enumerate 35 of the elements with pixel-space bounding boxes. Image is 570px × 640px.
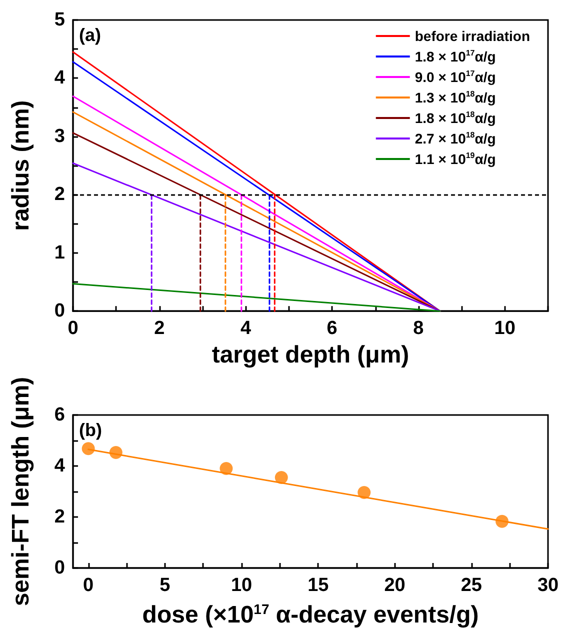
y-tick-label: 0 [54, 558, 65, 578]
annotation: (b) [79, 420, 102, 440]
y-axis-title: radius (nm) [8, 100, 34, 231]
point [82, 442, 95, 456]
x-tick-label: 15 [308, 575, 330, 596]
x-tick-label: 25 [460, 575, 482, 596]
point [220, 462, 233, 476]
annotation: (a) [79, 25, 102, 45]
y-tick-label: 4 [54, 68, 66, 89]
x-tick-label: 10 [494, 318, 516, 340]
x-tick-label: 0 [83, 575, 94, 596]
x-axis-title: target depth (μm) [212, 342, 410, 368]
y-tick-label: 2 [54, 506, 65, 528]
x-tick-label: 8 [413, 318, 424, 340]
point [496, 514, 509, 528]
x-tick-label: 10 [230, 575, 252, 596]
point [358, 486, 371, 500]
y-tick-label: 6 [54, 404, 65, 426]
x-tick-label: 6 [326, 318, 338, 340]
x-tick-label: 4 [240, 318, 252, 340]
y-tick-label: 2 [54, 184, 65, 206]
x-tick-label: 0 [68, 318, 78, 340]
y-axis-title: semi-FT length (μm) [8, 376, 34, 606]
x-tick-label: 30 [537, 575, 559, 596]
x-tick-label: 5 [160, 575, 171, 596]
x-tick-label: 2 [154, 318, 165, 340]
point [109, 446, 122, 459]
y-tick-label: 4 [54, 456, 66, 476]
y-tick-label: 5 [54, 10, 66, 30]
legend-label: before irradiation [414, 28, 530, 44]
x-tick-label: 20 [384, 575, 406, 596]
y-tick-label: 1 [54, 242, 66, 264]
y-tick-label: 0 [54, 300, 65, 322]
y-tick-label: 3 [54, 126, 65, 147]
point [274, 470, 288, 484]
